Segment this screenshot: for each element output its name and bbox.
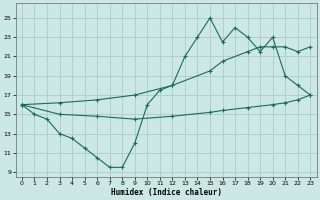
X-axis label: Humidex (Indice chaleur): Humidex (Indice chaleur): [111, 188, 221, 197]
